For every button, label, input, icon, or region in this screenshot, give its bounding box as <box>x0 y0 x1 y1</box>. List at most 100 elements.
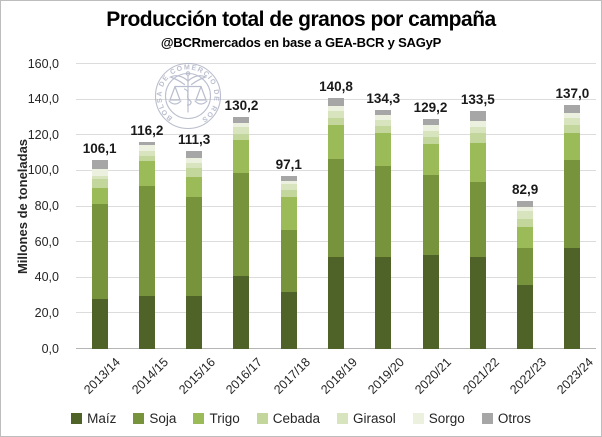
bar-segment-sorgo <box>91 169 108 176</box>
bar-segment-otros <box>469 111 486 121</box>
bar-segment-sorgo <box>328 106 344 111</box>
legend-swatch-soja <box>133 412 145 424</box>
x-tick-label-2018-19: 2018/19 <box>318 355 360 397</box>
chart-title: Producción total de granos por campaña <box>106 8 496 31</box>
bar-segment-maiz <box>469 257 486 349</box>
bar-total-label: 137,0 <box>555 85 590 101</box>
bar-segment-cebada <box>422 136 439 144</box>
x-tick-label-2021-22: 2021/22 <box>459 355 502 397</box>
legend-label-trigo: Trigo <box>209 410 240 426</box>
bar-total-label: 111,3 <box>178 131 211 147</box>
bar-segment-otros <box>564 105 581 113</box>
bar-segment-otros <box>517 201 534 207</box>
bar-segment-trigo <box>469 142 486 183</box>
bar-segment-sorgo <box>422 125 439 131</box>
legend-label-cebada: Cebada <box>272 410 321 426</box>
bar-segment-maiz <box>422 255 439 349</box>
bar-segment-cebada <box>138 156 155 162</box>
bar-segment-soja <box>328 158 344 258</box>
legend-swatch-maiz <box>71 412 83 424</box>
bar-segment-maiz <box>517 284 534 349</box>
caduceus-scales-icon <box>168 71 208 113</box>
bar-segment-sorgo <box>186 157 203 163</box>
bar-segment-maiz <box>186 295 203 349</box>
bar-segment-sorgo <box>564 112 581 119</box>
bar-2015-16 <box>186 150 203 349</box>
bar-segment-cebada <box>186 168 203 177</box>
bar-segment-otros <box>422 118 439 126</box>
bar-segment-girasol <box>517 211 534 220</box>
bar-segment-soja <box>422 175 439 256</box>
watermark-seal: BOLSA DE COMERCIO DE ROSARIO <box>140 48 222 130</box>
bar-segment-cebada <box>469 133 486 143</box>
bar-segment-trigo <box>280 196 297 230</box>
bar-segment-soja <box>375 166 392 258</box>
bar-segment-cebada <box>280 190 297 197</box>
x-tick-label-2015-16: 2015/16 <box>176 355 219 397</box>
bar-2022-23 <box>517 201 534 349</box>
x-tick-label-2016-17: 2016/17 <box>223 355 266 397</box>
x-tick-label-2023-24: 2023/24 <box>554 355 597 397</box>
bar-segment-soja <box>280 229 297 292</box>
bar-segment-girasol <box>469 127 486 134</box>
x-tick-label-2019-20: 2019/20 <box>365 355 408 397</box>
x-tick-label-2020-21: 2020/21 <box>412 355 455 397</box>
bar-total-label: 116,2 <box>130 123 164 139</box>
bar-segment-girasol <box>375 120 392 127</box>
y-axis-tick-labels: 0,0 20,0 40,0 60,0 80,0 100,0 120,0 140,0 160,0 <box>1 57 67 356</box>
x-tick-label-2014-15: 2014/15 <box>128 355 171 397</box>
bar-segment-maiz <box>375 257 392 349</box>
bar-segment-trigo <box>375 132 392 167</box>
bar-segment-sorgo <box>469 120 486 128</box>
legend-item-soja: Soja <box>133 411 176 426</box>
legend-label-sorgo: Sorgo <box>428 410 465 426</box>
bar-segment-maiz <box>280 292 297 349</box>
x-axis-tick-labels: 2013/14 2014/15 2015/16 2016/17 2017/18 2018/… <box>76 353 597 411</box>
watermark-inner-circle <box>164 72 212 120</box>
bar-segment-maiz <box>328 257 344 349</box>
bar-segment-otros <box>138 142 155 146</box>
bar-total-label: 130,2 <box>224 98 259 114</box>
bar-segment-sorgo <box>375 115 392 121</box>
legend-label-soja: Soja <box>149 410 177 426</box>
y-tick-label-20: 20,0 <box>34 305 59 320</box>
bar-segment-sorgo <box>280 181 297 184</box>
y-tick-label-100: 100,0 <box>27 163 59 178</box>
bar-segment-cebada <box>564 124 581 134</box>
plot-area: BOLSA DE COMERCIO DE ROSARIO 106,1 116,2 1… <box>76 48 596 349</box>
bar-segment-trigo <box>186 176 203 198</box>
bar-segment-otros <box>91 160 108 170</box>
bar-segment-trigo <box>422 143 439 176</box>
bar-segment-sorgo <box>138 145 155 151</box>
legend-swatch-otros <box>481 412 493 424</box>
bar-segment-soja <box>564 160 581 249</box>
watermark-outer-circle <box>154 62 222 130</box>
bar-segment-trigo <box>138 161 155 187</box>
legend-label-girasol: Girasol <box>353 410 396 426</box>
gridline-160 <box>76 63 596 64</box>
legend-item-cebada: Cebada <box>256 410 321 426</box>
legend-item-girasol: Girasol <box>337 411 396 426</box>
bar-segment-soja <box>517 248 534 285</box>
bar-total-label: 97,1 <box>275 157 302 173</box>
bar-segment-soja <box>469 182 486 258</box>
bar-total-label: 82,9 <box>511 182 539 198</box>
bar-2021-22 <box>469 111 486 349</box>
legend-swatch-girasol <box>337 412 349 424</box>
bar-segment-girasol <box>422 131 439 137</box>
bar-segment-cebada <box>91 179 108 188</box>
bar-segment-girasol <box>186 162 203 169</box>
legend-label-maiz: Maíz <box>87 410 117 426</box>
bar-segment-otros <box>280 176 297 182</box>
bar-segment-trigo <box>564 133 581 161</box>
y-tick-label-120: 120,0 <box>27 127 59 142</box>
legend-swatch-sorgo <box>412 412 424 424</box>
x-tick-label-2017-18: 2017/18 <box>270 355 313 397</box>
bar-2020-21 <box>422 118 439 349</box>
y-tick-label-40: 40,0 <box>34 270 59 285</box>
bar-total-label: 140,8 <box>319 79 353 95</box>
bar-total-label: 106,1 <box>82 141 117 157</box>
bar-segment-girasol <box>328 110 344 118</box>
bar-segment-trigo <box>91 187 108 205</box>
